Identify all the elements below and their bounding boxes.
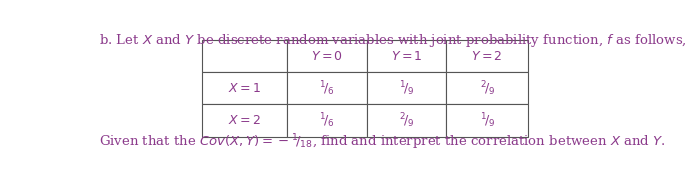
Text: $X = 1$: $X = 1$ [228,82,261,95]
Text: $^1\!/_6$: $^1\!/_6$ [319,111,335,130]
Bar [203,104,287,137]
Text: $Y = 0$: $Y = 0$ [311,50,343,62]
Text: $^2\!/_9$: $^2\!/_9$ [399,111,414,130]
Bar [366,40,446,72]
Bar [366,72,446,104]
Text: $^1\!/_6$: $^1\!/_6$ [319,79,335,98]
Bar [287,40,366,72]
Bar [203,72,287,104]
Bar [287,104,366,137]
Bar [446,40,527,72]
Text: b. Let $X$ and $Y$ be discrete random variables with joint probability function,: b. Let $X$ and $Y$ be discrete random va… [99,32,686,49]
Bar [446,104,527,137]
Bar [203,40,287,72]
Text: Given that the $\mathit{Cov}(X,Y) = -{}^{1}\!/_{18}$, find and interpret the cor: Given that the $\mathit{Cov}(X,Y) = -{}^… [99,132,666,152]
Bar [446,72,527,104]
Text: $^1\!/_9$: $^1\!/_9$ [399,79,414,98]
Text: $Y = 2$: $Y = 2$ [471,50,503,62]
Bar [287,72,366,104]
Text: $^1\!/_9$: $^1\!/_9$ [480,111,495,130]
Text: $Y = 1$: $Y = 1$ [391,50,423,62]
Bar [366,104,446,137]
Text: $^2\!/_9$: $^2\!/_9$ [480,79,495,98]
Text: $X = 2$: $X = 2$ [228,114,261,127]
